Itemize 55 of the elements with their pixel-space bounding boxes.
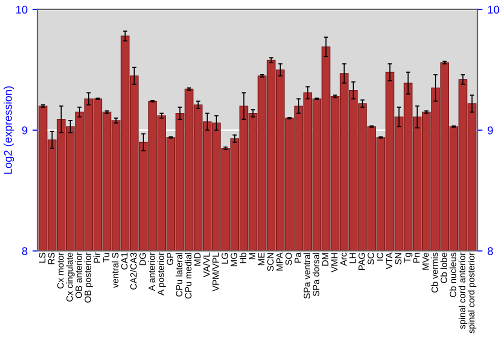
x-tick-label: CPu lateral bbox=[176, 252, 182, 297]
x-tick-label: IC bbox=[376, 252, 384, 261]
y-tick-label: 10 bbox=[16, 6, 28, 14]
x-tick-label: Hb bbox=[240, 252, 246, 264]
x-tick-label: SPa ventral bbox=[304, 252, 310, 299]
x-tick-label: VA/VL bbox=[203, 252, 210, 278]
y-tick-label: 8 bbox=[22, 247, 28, 256]
x-tick-label: CPu medial bbox=[184, 252, 192, 299]
x-tick-label: LG bbox=[222, 253, 228, 264]
x-tick-label: Cb vermis bbox=[431, 252, 438, 293]
x-tick-label: A anterior bbox=[148, 252, 155, 291]
x-tick-label: SO bbox=[285, 252, 292, 265]
y-tick-label: 9 bbox=[22, 126, 28, 134]
x-tick-label: CA1 bbox=[121, 252, 128, 270]
x-tick-label: MVe bbox=[422, 252, 429, 270]
x-tick-label: OB posterior bbox=[84, 252, 93, 303]
y2-tick-label: 10 bbox=[488, 6, 500, 14]
x-tick-label: Pa bbox=[294, 252, 301, 263]
x-tick-label: Cx cingulate bbox=[66, 252, 75, 302]
x-tick-label: MPA bbox=[276, 252, 283, 270]
x-tick-label: M bbox=[249, 253, 256, 260]
x-tick-label: Arc bbox=[340, 252, 347, 266]
x-tick-label: GP bbox=[166, 252, 174, 265]
x-tick-label: DM bbox=[322, 253, 328, 266]
x-tick-label: SPa dorsal bbox=[312, 252, 320, 296]
y2-tick-label: 8 bbox=[488, 247, 493, 256]
x-tick-label: ME bbox=[258, 252, 264, 266]
x-tick-label: Cb nucleus bbox=[450, 252, 456, 298]
x-tick-label: A posterior bbox=[157, 252, 166, 296]
x-tick-label: OB anterior bbox=[75, 252, 82, 298]
x-tick-label: SCN bbox=[267, 253, 274, 271]
x-tick-label: Pn bbox=[413, 252, 420, 263]
x-tick-label: LS bbox=[39, 252, 46, 263]
y2-tick-label: 9 bbox=[488, 126, 493, 134]
x-tick-label: Tg bbox=[404, 252, 412, 263]
x-tick-label: Cb lobe bbox=[440, 252, 448, 283]
x-tick-label: VMH bbox=[331, 253, 338, 272]
x-tick-label: CA2/CA3 bbox=[130, 252, 137, 290]
x-tick-label: LH bbox=[349, 253, 356, 264]
x-tick-label: spinal cord posterior bbox=[468, 252, 476, 334]
x-tick-label: Pir bbox=[94, 252, 100, 263]
x-tick-label: Cx motor bbox=[57, 252, 64, 288]
x-tick-label: VPM/VPL bbox=[212, 252, 219, 292]
x-tick-label: spinal cord anterior bbox=[458, 252, 468, 329]
x-tick-label: MD bbox=[194, 252, 200, 266]
x-tick-label: MG bbox=[230, 253, 238, 266]
x-tick-label: ventral S bbox=[112, 252, 118, 288]
x-tick-label: VTA bbox=[386, 252, 392, 270]
x-tick-label: RS bbox=[48, 252, 55, 264]
x-tick-label: Tu bbox=[103, 252, 110, 262]
y-axis-title: Log2 (expression) bbox=[4, 86, 14, 174]
x-tick-label: DG bbox=[139, 253, 146, 266]
x-tick-label: PAG bbox=[358, 253, 365, 270]
x-tick-label: SC bbox=[368, 252, 374, 264]
x-tick-label: SN bbox=[395, 253, 402, 264]
